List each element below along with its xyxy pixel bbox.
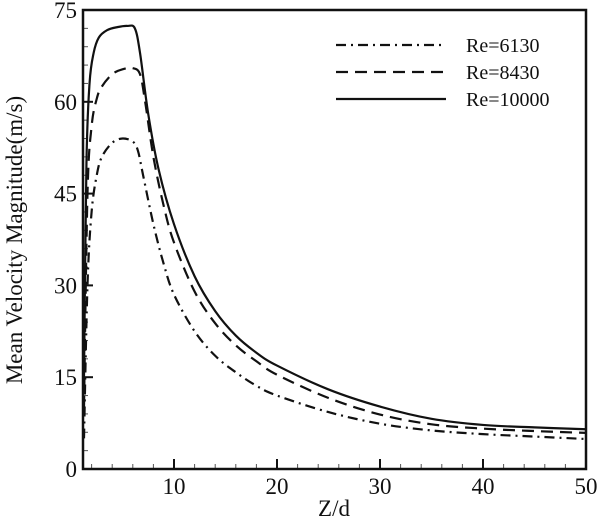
legend: Re=6130 Re=8430 Re=10000 — [336, 35, 550, 111]
y-tick-label: 30 — [54, 273, 77, 298]
y-tick-label: 0 — [66, 457, 78, 482]
x-tick-label: 40 — [472, 474, 495, 499]
x-tick-label: 50 — [575, 474, 598, 499]
legend-label: Re=10000 — [466, 89, 550, 111]
y-tick-label: 60 — [54, 90, 77, 115]
x-tick-label: 20 — [266, 474, 289, 499]
legend-label: Re=8430 — [466, 62, 540, 84]
legend-label: Re=6130 — [466, 35, 540, 57]
series-line-re-6130 — [82, 137, 587, 441]
x-tick-label: 30 — [369, 474, 392, 499]
x-tick-labels: 10 20 30 40 50 — [163, 474, 598, 499]
series-line-re-8430 — [82, 66, 587, 434]
y-tick-label: 45 — [54, 182, 77, 207]
x-tick-label: 10 — [163, 474, 186, 499]
y-axis-title: Mean Velocity Magnitude(m/s) — [2, 96, 27, 384]
plot-frame — [81, 8, 588, 471]
series-line-re-10000 — [82, 24, 587, 431]
y-tick-label: 75 — [54, 0, 77, 23]
series-layer — [82, 24, 587, 441]
x-axis-title: Z/d — [318, 496, 350, 521]
y-tick-label: 15 — [54, 365, 77, 390]
y-tick-labels: 0 15 30 45 60 75 — [54, 0, 77, 482]
